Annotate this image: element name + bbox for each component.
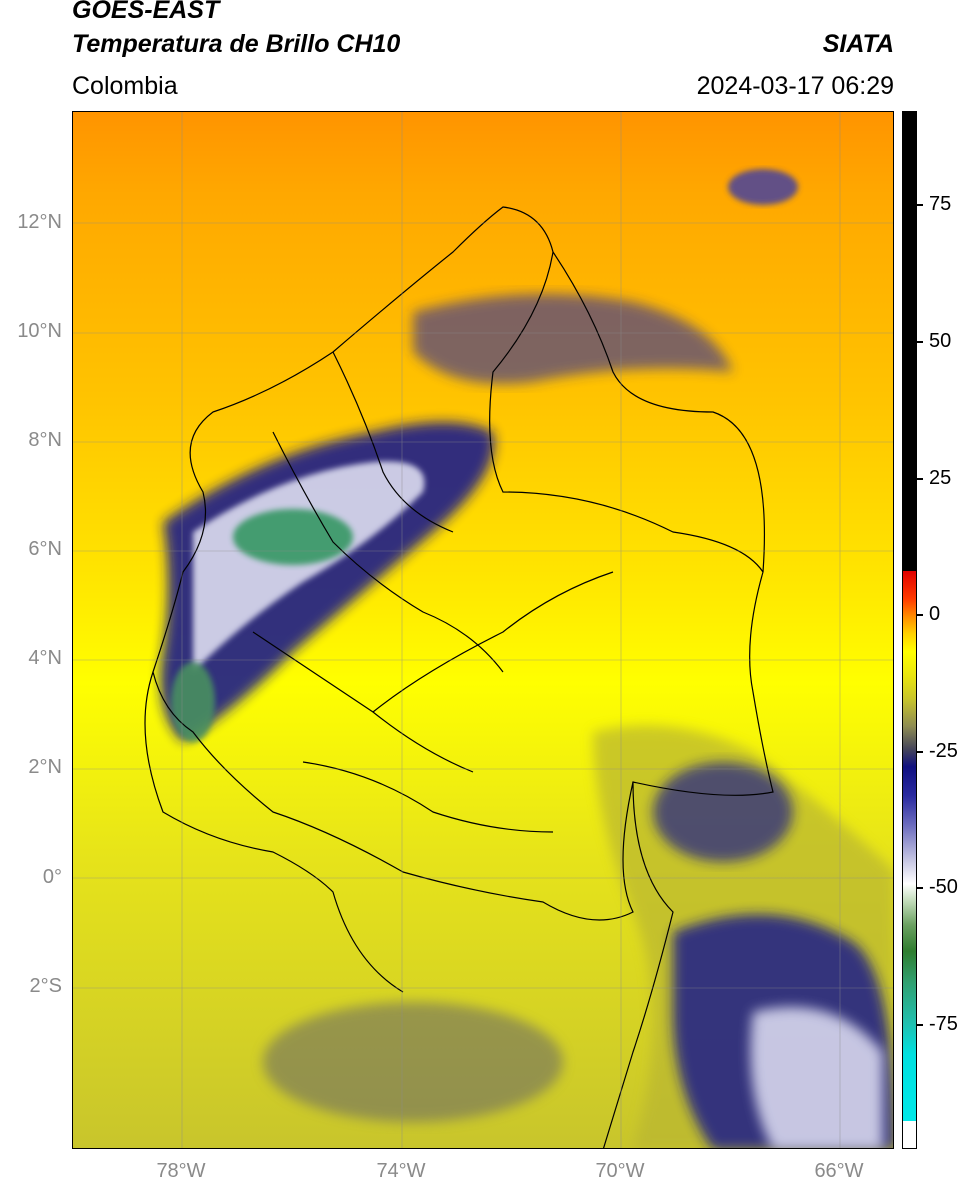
lat-label-0: 0° [42, 866, 62, 888]
lon-label-74w: 74°W [376, 1160, 426, 1182]
colorbar-label-25: 25 [929, 467, 952, 489]
agency-label: SIATA [822, 30, 894, 58]
colorbar [902, 111, 917, 1149]
colorbar-tick-neg50 [917, 887, 923, 889]
lon-label-66w: 66°W [814, 1160, 864, 1182]
lat-label-4n: 4°N [28, 647, 62, 669]
lat-label-6n: 6°N [28, 538, 62, 560]
internal-dept-5 [302, 761, 554, 833]
internal-dept-1 [272, 431, 504, 673]
title-product: Temperatura de Brillo CH10 [72, 30, 401, 58]
cloud-southwest [263, 1002, 563, 1122]
satellite-map[interactable] [72, 111, 894, 1149]
colorbar-label-neg25: -25 [929, 740, 958, 762]
colorbar-label-0: 0 [929, 603, 941, 625]
venezuela-border [552, 251, 766, 573]
colorbar-tick-75 [917, 204, 923, 206]
internal-dept-3 [252, 631, 474, 773]
lat-label-2s: 2°S [29, 975, 62, 997]
gridlines [73, 112, 893, 1148]
colorbar-tick-0 [917, 614, 923, 616]
datetime-label: 2024-03-17 06:29 [696, 72, 894, 100]
lat-label-8n: 8°N [28, 429, 62, 451]
region-label: Colombia [72, 72, 178, 100]
colorbar-tick-50 [917, 341, 923, 343]
brazil-border [602, 781, 674, 1148]
title-satellite: GOES-EAST [72, 0, 220, 24]
cloud-features [160, 169, 893, 1148]
internal-dept-2 [332, 351, 454, 533]
lat-label-12n: 12°N [17, 211, 62, 233]
political-boundaries [144, 206, 774, 1148]
cloud-northeast [728, 169, 798, 205]
convective-core-white [193, 461, 425, 672]
colorbar-label-neg50: -50 [929, 876, 958, 898]
colorbar-tick-25 [917, 478, 923, 480]
cloud-streaks-north [413, 294, 733, 384]
colorbar-tick-neg75 [917, 1024, 923, 1026]
lat-label-10n: 10°N [17, 320, 62, 342]
brightness-temperature-image [73, 112, 893, 1148]
colombia-border [152, 206, 774, 921]
ecuador-peru-border [144, 671, 404, 993]
convective-core-green-1 [233, 509, 353, 565]
colorbar-label-50: 50 [929, 330, 952, 352]
lon-label-70w: 70°W [595, 1160, 645, 1182]
colorbar-label-75: 75 [929, 193, 952, 215]
colorbar-tick-neg25 [917, 751, 923, 753]
colorbar-label-neg75: -75 [929, 1013, 958, 1035]
lon-label-78w: 78°W [156, 1160, 206, 1182]
cloud-very-cold-southeast [750, 1007, 883, 1148]
lat-label-2n: 2°N [28, 756, 62, 778]
convective-core-green-2 [171, 662, 215, 742]
cloud-east-center [653, 762, 793, 862]
internal-dept-4 [372, 571, 614, 713]
